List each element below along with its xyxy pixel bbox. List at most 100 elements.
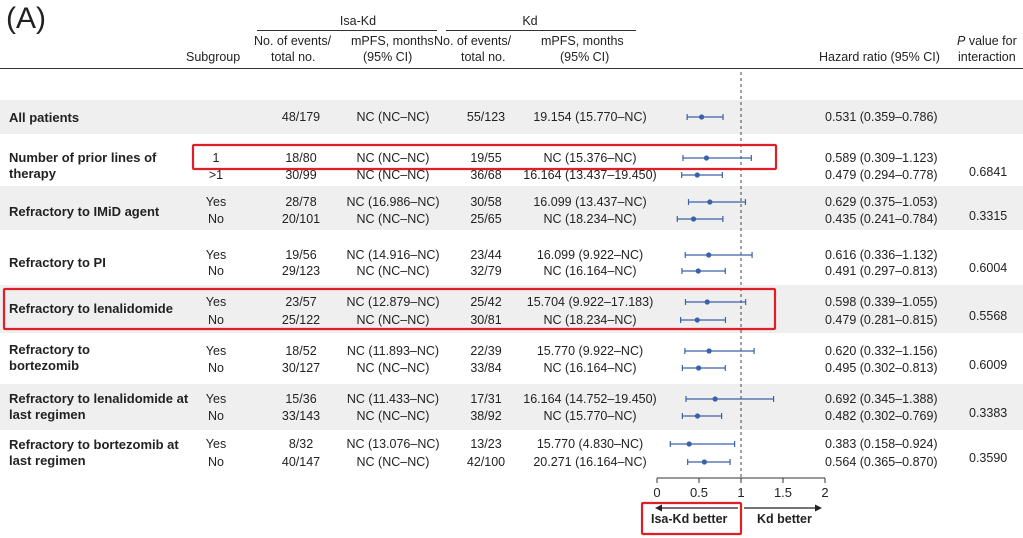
header-isa-mpfs-2: (95% CI) <box>363 50 413 64</box>
hazard-ratio-point <box>694 172 700 178</box>
header-isa-mpfs-1: mPFS, months <box>351 34 434 48</box>
hazard-ratio-text: 0.564 (0.365–0.870) <box>825 455 938 469</box>
isa-kd-mpfs: NC (NC–NC) <box>356 110 430 124</box>
subgroup-level: >1 <box>208 168 224 182</box>
kd-mpfs: 16.164 (13.437–19.450) <box>523 168 657 182</box>
hazard-ratio-text: 0.479 (0.294–0.778) <box>825 168 938 182</box>
hazard-ratio-point <box>703 155 710 161</box>
kd-mpfs: NC (18.234–NC) <box>543 212 637 226</box>
isa-kd-mpfs: NC (11.893–NC) <box>346 344 440 358</box>
kd-events: 30/58 <box>470 195 502 209</box>
kd-mpfs: NC (15.770–NC) <box>543 409 637 423</box>
kd-events: 22/39 <box>470 344 502 358</box>
kd-better-arrowhead <box>815 504 822 512</box>
x-tick-label: 1 <box>737 485 744 500</box>
isa-kd-mpfs: NC (NC–NC) <box>356 361 430 375</box>
isa-kd-mpfs: NC (NC–NC) <box>356 212 430 226</box>
row-band <box>0 100 1023 134</box>
isa-kd-better-label: Isa-Kd better <box>651 512 728 526</box>
hazard-ratio-point <box>701 459 707 465</box>
hazard-ratio-text: 0.589 (0.309–1.123) <box>825 151 938 165</box>
kd-events: 38/92 <box>470 409 502 423</box>
hazard-ratio-text: 0.620 (0.332–1.156) <box>825 344 938 358</box>
header-hazard-ratio: Hazard ratio (95% CI) <box>819 50 940 64</box>
kd-mpfs: 16.099 (13.437–NC) <box>533 195 647 209</box>
kd-events: 25/42 <box>470 295 502 309</box>
kd-mpfs: 15.770 (9.922–NC) <box>536 344 644 358</box>
header-interaction: interaction <box>958 50 1016 64</box>
subgroup-level: No <box>208 409 224 423</box>
subgroup-label: Refractory to PI <box>9 255 106 270</box>
hazard-ratio-point <box>695 365 702 371</box>
hazard-ratio-text: 0.491 (0.297–0.813) <box>825 264 938 278</box>
subgroup-level: Yes <box>205 295 227 309</box>
kd-mpfs: 20.271 (16.164–NC) <box>533 455 647 469</box>
isa-kd-events: 23/57 <box>285 295 317 309</box>
subgroup-label: Refractory to bortezomib at last regimen <box>9 437 179 468</box>
isa-kd-mpfs: NC (16.986–NC) <box>346 195 440 209</box>
isa-kd-mpfs: NC (11.433–NC) <box>346 392 440 406</box>
subgroup-level: Yes <box>205 344 227 358</box>
hazard-ratio-text: 0.531 (0.359–0.786) <box>825 110 938 124</box>
header-kd-underline <box>446 30 636 31</box>
kd-events: 30/81 <box>470 313 502 327</box>
isa-kd-events: 40/147 <box>281 455 321 469</box>
kd-better-label: Kd better <box>757 512 812 526</box>
row-band <box>0 186 1023 230</box>
isa-kd-mpfs: NC (NC–NC) <box>356 151 430 165</box>
p-value-interaction: 0.6009 <box>969 357 1008 372</box>
kd-events: 13/23 <box>470 437 502 451</box>
kd-mpfs: NC (16.164–NC) <box>543 264 637 278</box>
isa-kd-events: 48/179 <box>281 110 321 124</box>
x-tick-label: 1.5 <box>774 485 792 500</box>
isa-kd-events: 15/36 <box>285 392 317 406</box>
subgroup-level: No <box>208 361 224 375</box>
highlight-box-prior-lines <box>191 143 778 171</box>
isa-kd-mpfs: NC (NC–NC) <box>356 313 430 327</box>
isa-kd-events: 33/143 <box>281 409 321 423</box>
isa-kd-events: 20/101 <box>281 212 321 226</box>
x-tick-label: 0 <box>653 485 660 500</box>
isa-kd-mpfs: NC (14.916–NC) <box>346 248 440 262</box>
hazard-ratio-text: 0.692 (0.345–1.388) <box>825 392 938 406</box>
hazard-ratio-text: 0.495 (0.302–0.813) <box>825 361 938 375</box>
header-subgroup: Subgroup <box>186 50 241 64</box>
subgroup-level: Yes <box>205 195 227 209</box>
isa-kd-events: 18/52 <box>285 344 317 358</box>
subgroup-level: Yes <box>205 248 227 262</box>
subgroup-label: Number of prior lines of therapy <box>9 150 157 181</box>
panel-label: (A) <box>6 2 46 35</box>
isa-kd-events: 28/78 <box>285 195 317 209</box>
p-value-interaction: 0.6841 <box>969 164 1008 179</box>
subgroup-level: Yes <box>205 437 227 451</box>
kd-events: 25/65 <box>470 212 502 226</box>
subgroup-level: No <box>208 455 224 469</box>
hazard-ratio-text: 0.482 (0.302–0.769) <box>825 409 938 423</box>
p-value-interaction: 0.5568 <box>969 309 1008 323</box>
hazard-ratio-point <box>707 199 713 205</box>
kd-events: 23/44 <box>470 248 502 262</box>
kd-events: 36/68 <box>470 168 502 182</box>
subgroup-level: No <box>208 313 224 327</box>
hazard-ratio-point <box>686 441 692 447</box>
hazard-ratio-point <box>695 268 701 274</box>
isa-kd-mpfs: NC (13.076–NC) <box>346 437 440 451</box>
subgroup-level: No <box>208 264 224 278</box>
isa-kd-mpfs: NC (NC–NC) <box>356 264 430 278</box>
subgroup-level: Yes <box>205 392 227 406</box>
subgroup-label: Refractory to bortezomib <box>9 342 90 373</box>
kd-mpfs: 16.099 (9.922–NC) <box>536 248 644 262</box>
hazard-ratio-point <box>699 114 705 120</box>
p-value-interaction: 0.3383 <box>969 405 1008 420</box>
hazard-ratio-point <box>706 348 712 354</box>
hazard-ratio-point <box>706 252 712 258</box>
kd-mpfs: 19.154 (15.770–NC) <box>533 110 647 124</box>
kd-mpfs: 15.704 (9.922–17.183) <box>526 295 654 309</box>
x-tick-label: 2 <box>821 485 828 500</box>
header-p-value: P value for <box>957 34 1017 48</box>
kd-events: 19/55 <box>470 151 502 165</box>
row-band <box>0 384 1023 430</box>
isa-kd-mpfs: NC (12.879–NC) <box>346 295 440 309</box>
isa-kd-events: 8/32 <box>288 437 314 451</box>
